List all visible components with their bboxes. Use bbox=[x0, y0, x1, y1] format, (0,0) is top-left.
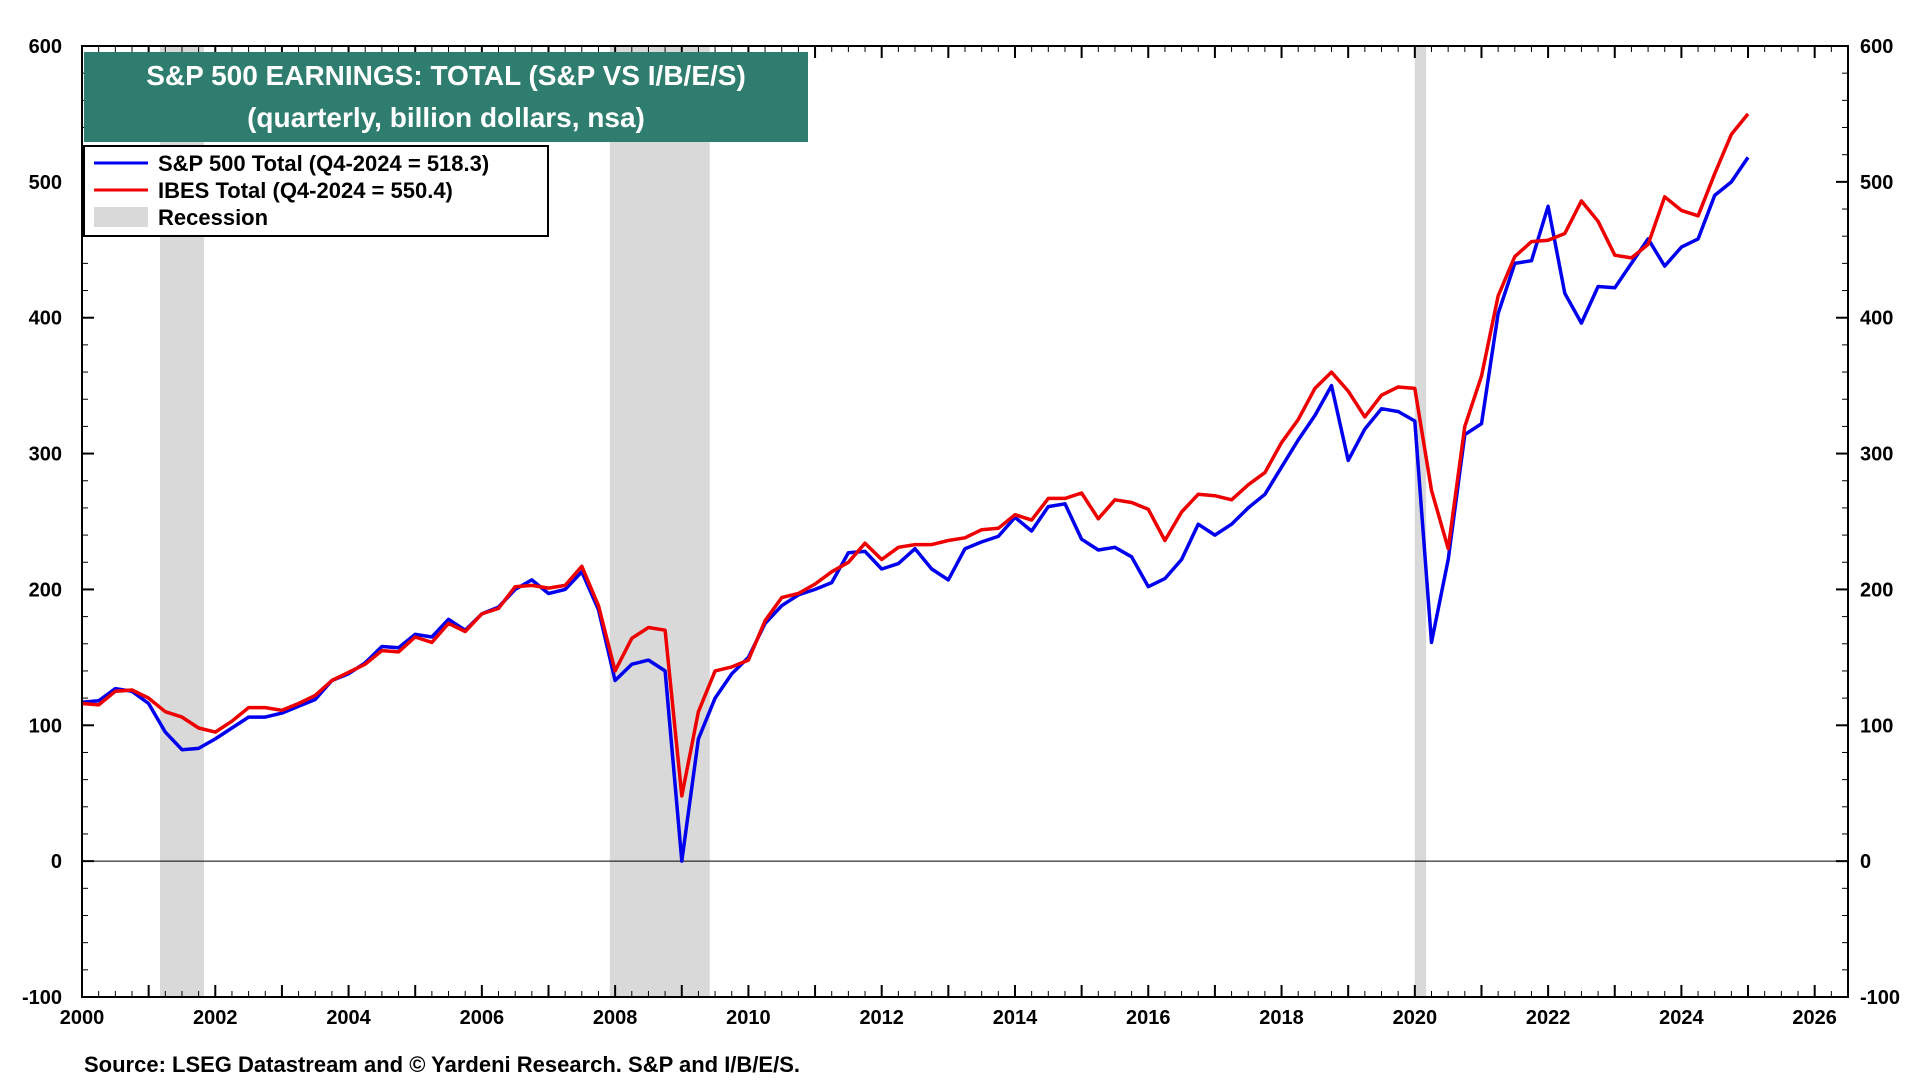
x-tick-label: 2006 bbox=[460, 1007, 505, 1029]
y-tick-label-right: 300 bbox=[1860, 444, 1893, 466]
x-tick-label: 2012 bbox=[859, 1007, 904, 1029]
title-background bbox=[84, 52, 808, 142]
y-tick-label-left: 400 bbox=[29, 308, 62, 330]
chart-subtitle: (quarterly, billion dollars, nsa) bbox=[247, 102, 645, 133]
y-tick-label-left: 300 bbox=[29, 444, 62, 466]
recession-band-1 bbox=[609, 46, 710, 997]
y-axis-right: -100 0 100 200 300 400 500 600 bbox=[1836, 36, 1900, 1009]
y-tick-label-right: 100 bbox=[1860, 715, 1893, 737]
series-line-ibes bbox=[81, 112, 1750, 798]
y-tick-label-right: -100 bbox=[1860, 987, 1900, 1009]
legend-label-ibes: IBES Total (Q4-2024 = 550.4) bbox=[158, 178, 453, 203]
y-tick-label-right: 0 bbox=[1860, 851, 1871, 873]
y-tick-label-right: 200 bbox=[1860, 579, 1893, 601]
legend-label-recession: Recession bbox=[158, 205, 268, 230]
legend: S&P 500 Total (Q4-2024 = 518.3) IBES Tot… bbox=[83, 145, 549, 237]
x-tick-label: 2020 bbox=[1393, 1007, 1438, 1029]
x-tick-label: 2022 bbox=[1526, 1007, 1571, 1029]
x-tick-label: 2004 bbox=[326, 1007, 371, 1029]
legend-swatch-recession bbox=[94, 207, 148, 227]
y-tick-label-left: 500 bbox=[29, 172, 62, 194]
x-tick-label: 2014 bbox=[993, 1007, 1038, 1029]
x-axis: 2000 2002 2004 2006 2008 2010 2012 2014 2016 2018… bbox=[60, 46, 1849, 1029]
x-tick-label: 2010 bbox=[726, 1007, 771, 1029]
y-tick-label-right: 500 bbox=[1860, 172, 1893, 194]
chart-title: S&P 500 EARNINGS: TOTAL (S&P VS I/B/E/S) bbox=[146, 60, 746, 91]
y-tick-label-left: 600 bbox=[29, 36, 62, 58]
x-tick-label: 2016 bbox=[1126, 1007, 1171, 1029]
y-tick-label-right: 400 bbox=[1860, 308, 1893, 330]
recession-band-2 bbox=[1414, 46, 1427, 997]
y-tick-label-left: 200 bbox=[29, 579, 62, 601]
series-line-sp500 bbox=[81, 156, 1750, 863]
y-tick-label-left: 0 bbox=[51, 851, 62, 873]
legend-box bbox=[83, 145, 549, 237]
x-tick-label: 2026 bbox=[1792, 1007, 1837, 1029]
series-lines bbox=[81, 112, 1750, 863]
x-tick-label: 2002 bbox=[193, 1007, 238, 1029]
title-box: S&P 500 EARNINGS: TOTAL (S&P VS I/B/E/S)… bbox=[84, 52, 808, 142]
x-tick-label: 2000 bbox=[60, 1007, 105, 1029]
x-tick-label: 2018 bbox=[1259, 1007, 1304, 1029]
legend-label-sp500: S&P 500 Total (Q4-2024 = 518.3) bbox=[158, 151, 489, 176]
y-tick-label-right: 600 bbox=[1860, 36, 1893, 58]
y-tick-label-left: -100 bbox=[22, 987, 62, 1009]
x-tick-label: 2008 bbox=[593, 1007, 638, 1029]
source-note: Source: LSEG Datastream and © Yardeni Re… bbox=[84, 1052, 800, 1077]
x-tick-label: 2024 bbox=[1659, 1007, 1704, 1029]
y-tick-label-left: 100 bbox=[29, 715, 62, 737]
